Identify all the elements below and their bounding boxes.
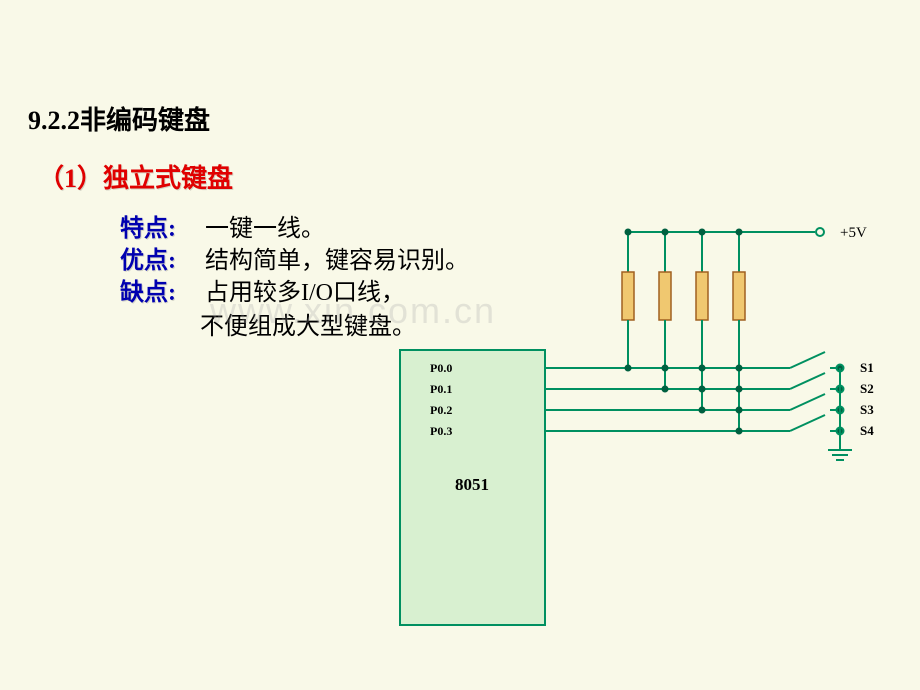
pin-1-label: P0.1 (430, 382, 452, 396)
resistor-group (622, 229, 745, 432)
pin-2-label: P0.2 (430, 403, 452, 417)
circuit-diagram: 8051 P0.0 P0.1 P0.2 P0.3 +5V (0, 0, 920, 690)
switch-1-label: S1 (860, 360, 874, 375)
vcc-terminal (816, 228, 824, 236)
pin-wires (545, 368, 790, 431)
pin-0-label: P0.0 (430, 361, 452, 375)
vcc-label: +5V (840, 225, 867, 241)
chip-name: 8051 (455, 475, 489, 494)
pin-3-label: P0.3 (430, 424, 452, 438)
junction-nodes (625, 365, 743, 435)
switch-2-label: S2 (860, 381, 874, 396)
switch-4-label: S4 (860, 423, 874, 438)
switch-3-label: S3 (860, 402, 874, 417)
switches (790, 352, 844, 435)
ground-rail (828, 368, 852, 460)
